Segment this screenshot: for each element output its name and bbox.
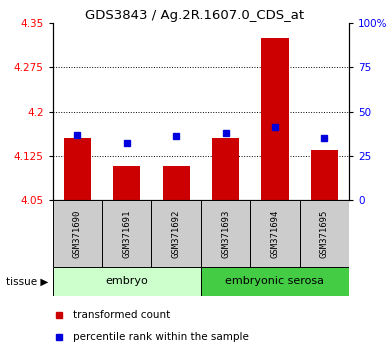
Bar [53, 267, 201, 296]
Bar [113, 166, 140, 200]
Bar [261, 38, 289, 200]
Text: transformed count: transformed count [73, 310, 171, 320]
Text: tissue ▶: tissue ▶ [6, 276, 49, 286]
Bar [300, 200, 349, 267]
Text: GDS3843 / Ag.2R.1607.0_CDS_at: GDS3843 / Ag.2R.1607.0_CDS_at [85, 9, 305, 22]
Bar [311, 150, 338, 200]
Bar [53, 200, 102, 267]
Text: GSM371694: GSM371694 [270, 210, 280, 258]
Bar [102, 200, 151, 267]
Text: GSM371692: GSM371692 [172, 210, 181, 258]
Bar [64, 138, 91, 200]
Text: GSM371695: GSM371695 [320, 210, 329, 258]
Text: GSM371690: GSM371690 [73, 210, 82, 258]
Bar [250, 200, 300, 267]
Bar [163, 166, 190, 200]
Text: GSM371693: GSM371693 [221, 210, 230, 258]
Text: embryo: embryo [105, 276, 148, 286]
Bar [201, 267, 349, 296]
Text: embryonic serosa: embryonic serosa [225, 276, 324, 286]
Text: percentile rank within the sample: percentile rank within the sample [73, 332, 249, 342]
Text: GSM371691: GSM371691 [122, 210, 131, 258]
Bar [151, 200, 201, 267]
Bar [212, 138, 239, 200]
Bar [201, 200, 250, 267]
